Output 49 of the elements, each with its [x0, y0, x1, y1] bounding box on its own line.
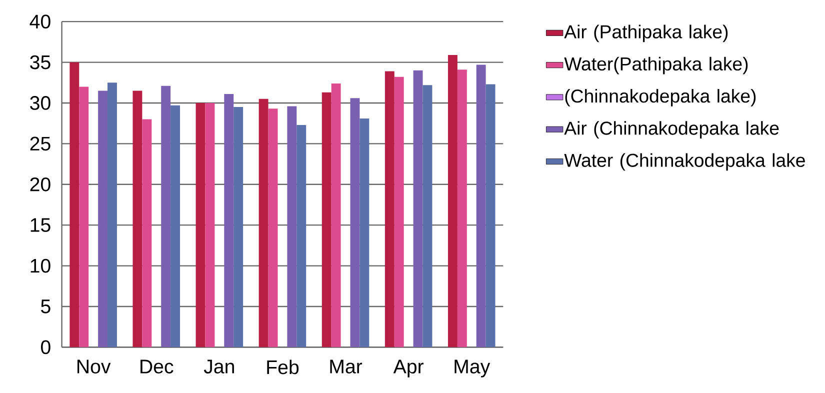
bar [170, 105, 180, 348]
bar [70, 62, 80, 348]
y-tick-label: 35 [30, 55, 50, 70]
bar [79, 86, 89, 348]
bar [287, 106, 297, 348]
bar [413, 70, 423, 348]
bar [422, 84, 432, 348]
bar [350, 98, 360, 348]
y-tick-label: 5 [41, 300, 50, 314]
bar [322, 92, 332, 348]
bar [457, 69, 467, 348]
y-tick-label: 40 [30, 14, 50, 28]
bar [98, 90, 108, 348]
bar [296, 124, 306, 348]
bar [331, 83, 341, 348]
bar [142, 119, 152, 348]
bar [448, 54, 458, 348]
bar [360, 118, 370, 348]
bar [268, 108, 278, 348]
legend-label: Water (Chinnakodepaka lake [564, 153, 805, 170]
bar [384, 71, 394, 348]
bar [394, 76, 404, 348]
x-tick-label: Apr [393, 360, 424, 378]
y-tick-label: 0 [41, 340, 50, 354]
bar [224, 94, 234, 348]
legend-label: (Chinnakodepaka lake) [565, 88, 756, 106]
legend-label: Air (Chinnakodepaka lake [564, 120, 779, 138]
y-tick-label: 30 [30, 96, 50, 110]
x-tick-label: Feb [267, 360, 299, 374]
y-tick-label: 10 [30, 258, 50, 273]
bar [196, 102, 206, 348]
x-tick-label: May [454, 360, 490, 378]
bar [205, 102, 215, 348]
x-tick-label: Dec [140, 360, 174, 374]
bar [161, 86, 171, 348]
bar [476, 64, 486, 348]
x-tick-label: Jan [204, 360, 234, 374]
y-tick-label: 15 [30, 218, 50, 232]
bar [108, 82, 117, 348]
bar [132, 90, 142, 348]
legend-label: Water(Pathipaka lake) [564, 56, 748, 74]
y-tick-label: 25 [30, 136, 50, 150]
bar [234, 106, 244, 348]
legend-label: Air (Pathipaka lake) [564, 24, 728, 42]
x-tick-label: Mar [330, 360, 362, 374]
y-tick-label: 20 [30, 177, 50, 192]
bar [486, 84, 496, 348]
x-tick-label: Nov [78, 360, 111, 374]
bar [258, 98, 268, 348]
